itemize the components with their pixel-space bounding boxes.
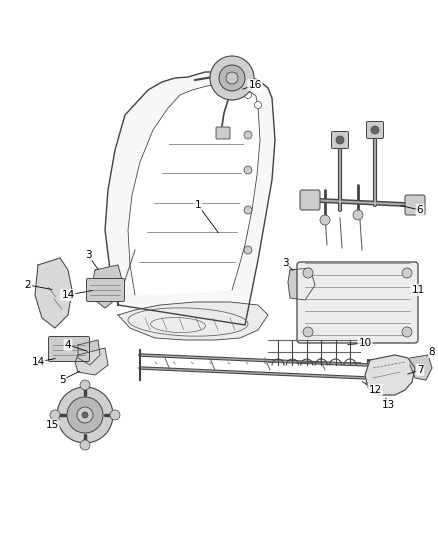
Circle shape xyxy=(229,85,236,92)
FancyBboxPatch shape xyxy=(332,132,349,149)
FancyBboxPatch shape xyxy=(300,190,320,210)
Text: 14: 14 xyxy=(32,357,45,367)
Text: 2: 2 xyxy=(25,280,31,290)
Circle shape xyxy=(244,166,252,174)
Text: 3: 3 xyxy=(85,250,91,260)
Circle shape xyxy=(57,387,113,443)
Circle shape xyxy=(50,410,60,420)
Circle shape xyxy=(210,56,254,100)
Text: 15: 15 xyxy=(46,420,59,430)
Text: 5: 5 xyxy=(59,375,65,385)
Text: 11: 11 xyxy=(411,285,424,295)
Circle shape xyxy=(303,268,313,278)
Circle shape xyxy=(353,210,363,220)
FancyBboxPatch shape xyxy=(49,336,89,361)
Circle shape xyxy=(80,440,90,450)
Text: 7: 7 xyxy=(417,365,423,375)
FancyBboxPatch shape xyxy=(216,127,230,139)
Text: 4: 4 xyxy=(65,340,71,350)
Circle shape xyxy=(110,410,120,420)
Polygon shape xyxy=(128,84,260,295)
Circle shape xyxy=(254,101,261,109)
Circle shape xyxy=(336,136,344,144)
FancyBboxPatch shape xyxy=(405,195,425,215)
Circle shape xyxy=(320,215,330,225)
Text: 14: 14 xyxy=(61,290,74,300)
Polygon shape xyxy=(365,355,415,395)
Text: 13: 13 xyxy=(381,400,395,410)
Circle shape xyxy=(244,92,251,99)
Circle shape xyxy=(226,72,238,84)
Circle shape xyxy=(402,268,412,278)
Circle shape xyxy=(402,327,412,337)
Circle shape xyxy=(371,126,379,134)
Circle shape xyxy=(67,397,103,433)
FancyBboxPatch shape xyxy=(367,122,384,139)
FancyBboxPatch shape xyxy=(297,262,418,343)
Text: 6: 6 xyxy=(417,205,423,215)
Polygon shape xyxy=(288,268,315,300)
Text: 12: 12 xyxy=(368,385,381,395)
Polygon shape xyxy=(35,258,72,328)
FancyBboxPatch shape xyxy=(86,279,124,302)
Text: 16: 16 xyxy=(248,80,261,90)
Polygon shape xyxy=(410,355,432,380)
Circle shape xyxy=(303,327,313,337)
Text: 10: 10 xyxy=(358,338,371,348)
Text: 1: 1 xyxy=(194,200,201,210)
Polygon shape xyxy=(118,302,268,340)
Polygon shape xyxy=(92,265,122,308)
Circle shape xyxy=(77,407,93,423)
Circle shape xyxy=(82,412,88,418)
Text: 3: 3 xyxy=(282,258,288,268)
Circle shape xyxy=(219,65,245,91)
Polygon shape xyxy=(105,72,275,325)
Polygon shape xyxy=(75,348,108,375)
Polygon shape xyxy=(78,340,100,365)
Circle shape xyxy=(244,246,252,254)
Circle shape xyxy=(244,131,252,139)
Circle shape xyxy=(80,380,90,390)
Text: 8: 8 xyxy=(429,347,435,357)
Circle shape xyxy=(244,206,252,214)
